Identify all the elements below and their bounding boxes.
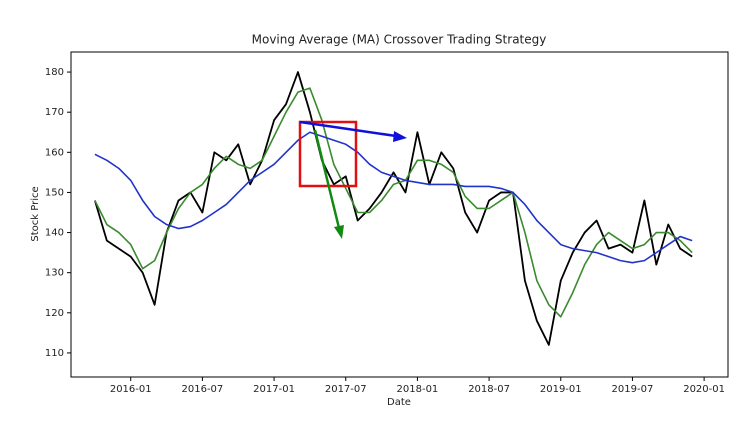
y-tick-label: 150 — [45, 187, 64, 198]
axes-frame — [70, 51, 729, 378]
blue-arrow — [299, 120, 407, 142]
y-tick-label: 140 — [45, 228, 64, 239]
y-axis-label: Stock Price — [30, 186, 41, 241]
x-axis-label: Date — [387, 397, 411, 408]
y-tick-label: 120 — [45, 308, 64, 319]
series-line — [94, 131, 693, 264]
x-tick-label: 2019-07 — [612, 384, 654, 395]
x-tick-label: 2017-01 — [253, 384, 295, 395]
y-tick-label: 180 — [45, 67, 64, 78]
x-tick-label: 2016-01 — [110, 384, 152, 395]
x-tick-label: 2020-01 — [683, 384, 725, 395]
y-tick-label: 170 — [45, 107, 64, 118]
x-tick-label: 2018-01 — [397, 384, 439, 395]
x-tick-label: 2019-01 — [540, 384, 582, 395]
green-arrow — [313, 129, 344, 239]
series-line — [94, 71, 693, 346]
y-tick-label: 130 — [45, 268, 64, 279]
x-tick-label: 2017-07 — [325, 384, 367, 395]
chart-title: Moving Average (MA) Crossover Trading St… — [252, 33, 547, 47]
x-tick-label: 2016-07 — [182, 384, 224, 395]
x-tick-label: 2018-07 — [468, 384, 510, 395]
highlight-box — [298, 120, 358, 188]
series-line — [94, 87, 693, 318]
y-tick-label: 160 — [45, 147, 64, 158]
y-tick-label: 110 — [45, 348, 64, 359]
plot-area — [94, 71, 693, 346]
